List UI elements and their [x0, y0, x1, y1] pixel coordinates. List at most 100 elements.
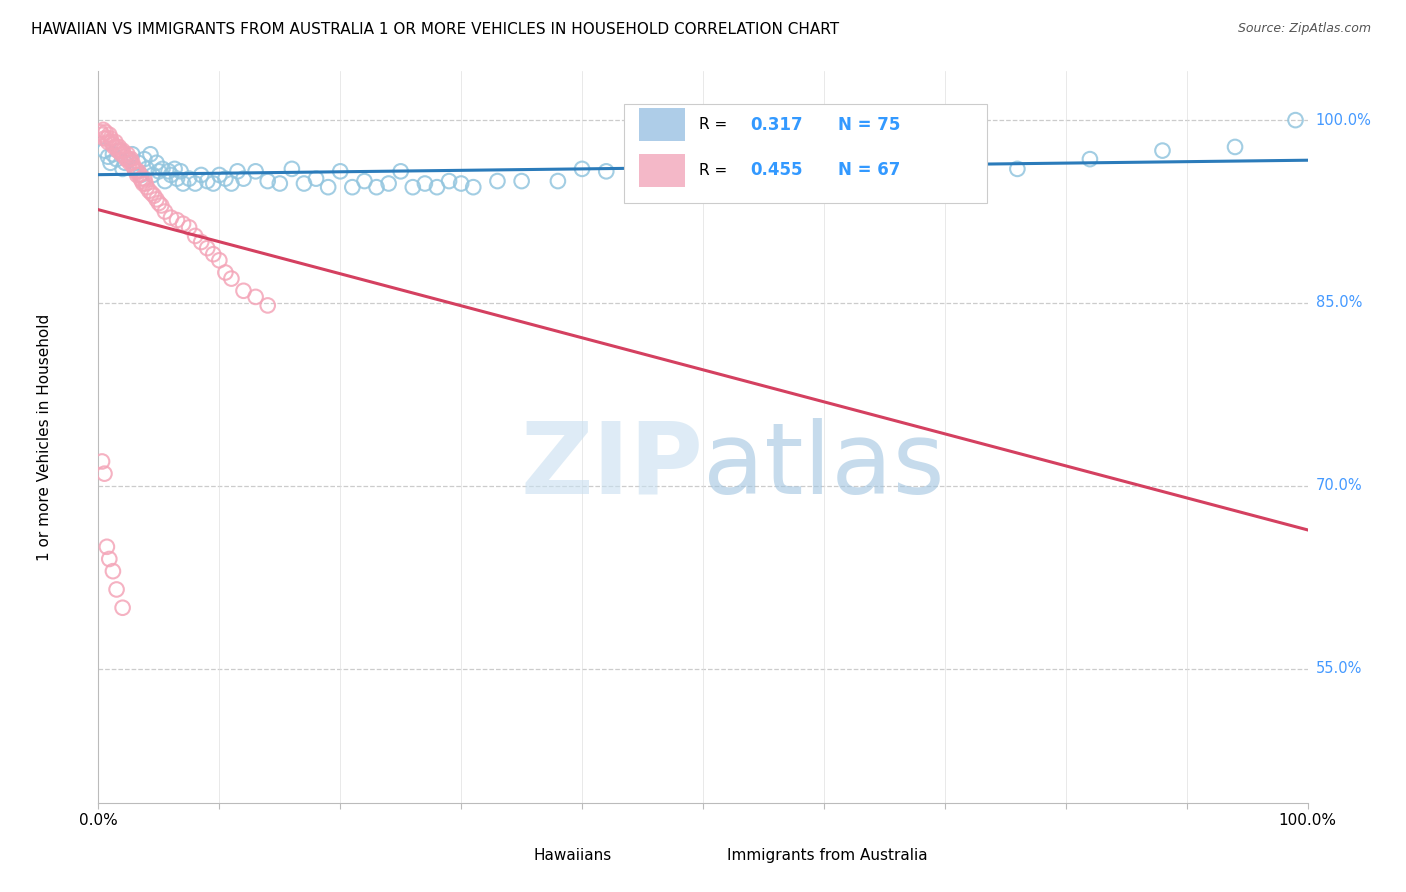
Point [281, 161, 304, 176]
Point [202, 247, 225, 261]
Point [1152, 144, 1174, 158]
Point [98, 552, 121, 566]
Point [353, 174, 375, 188]
Text: Immigrants from Australia: Immigrants from Australia [727, 848, 928, 863]
Bar [638, 153, 685, 186]
Point [595, 164, 617, 178]
Text: R =: R = [699, 162, 733, 178]
Point [118, 155, 141, 169]
Point [221, 177, 243, 191]
Point [195, 241, 218, 255]
Point [305, 171, 328, 186]
Point [402, 180, 425, 194]
Point [860, 161, 883, 176]
Point [245, 290, 267, 304]
Point [104, 135, 127, 149]
Point [463, 180, 485, 194]
Point [377, 177, 399, 191]
Text: 0.317: 0.317 [751, 116, 803, 134]
Point [232, 284, 254, 298]
Point [135, 161, 157, 176]
Point [143, 188, 166, 202]
Point [127, 155, 149, 169]
Point [129, 168, 152, 182]
Point [1007, 161, 1029, 176]
Point [148, 164, 170, 178]
Point [426, 180, 449, 194]
Text: Source: ZipAtlas.com: Source: ZipAtlas.com [1237, 22, 1371, 36]
Point [208, 168, 231, 182]
Point [111, 161, 134, 176]
Point [141, 186, 163, 201]
Text: 55.0%: 55.0% [1316, 661, 1362, 676]
Point [105, 152, 128, 166]
Point [166, 171, 188, 186]
Point [1078, 152, 1101, 166]
Point [910, 152, 932, 166]
Point [127, 168, 149, 182]
Point [316, 180, 339, 194]
Bar [479, 841, 522, 870]
Point [111, 144, 134, 158]
Point [100, 131, 122, 145]
Point [221, 271, 243, 285]
Point [129, 171, 152, 186]
Text: ZIP: ZIP [520, 417, 703, 515]
Point [108, 144, 131, 158]
Text: Hawaiians: Hawaiians [534, 848, 612, 863]
Point [510, 174, 533, 188]
Point [153, 204, 176, 219]
Point [139, 147, 162, 161]
Point [450, 177, 472, 191]
Point [214, 171, 236, 186]
Point [160, 168, 183, 182]
Point [389, 164, 412, 178]
Point [110, 147, 132, 161]
Point [292, 177, 315, 191]
Point [111, 600, 134, 615]
Point [145, 155, 167, 169]
Point [631, 168, 654, 182]
Point [97, 135, 120, 149]
Point [245, 164, 267, 178]
Point [145, 192, 167, 206]
Point [256, 174, 278, 188]
Point [132, 177, 155, 191]
Point [184, 228, 207, 243]
Point [957, 155, 980, 169]
Point [97, 150, 120, 164]
Point [366, 180, 388, 194]
Point [124, 161, 146, 176]
Point [115, 152, 138, 166]
Point [114, 150, 136, 164]
Point [150, 198, 173, 212]
Point [90, 125, 112, 139]
Text: 1 or more Vehicles in Household: 1 or more Vehicles in Household [37, 313, 52, 561]
Text: HAWAIIAN VS IMMIGRANTS FROM AUSTRALIA 1 OR MORE VEHICLES IN HOUSEHOLD CORRELATIO: HAWAIIAN VS IMMIGRANTS FROM AUSTRALIA 1 … [31, 22, 839, 37]
Point [547, 174, 569, 188]
Point [108, 140, 131, 154]
Point [813, 161, 835, 176]
Point [131, 174, 153, 188]
Point [728, 164, 751, 178]
Point [152, 161, 174, 176]
Text: atlas: atlas [703, 417, 945, 515]
Point [148, 196, 170, 211]
Point [163, 161, 186, 176]
Point [269, 177, 291, 191]
Point [160, 211, 183, 225]
Point [118, 152, 141, 166]
Point [153, 174, 176, 188]
Point [138, 184, 160, 198]
Point [108, 144, 131, 158]
Point [94, 125, 117, 139]
FancyBboxPatch shape [624, 104, 987, 203]
Point [413, 177, 436, 191]
Point [692, 161, 714, 176]
Point [142, 168, 165, 182]
Point [776, 155, 799, 169]
Point [169, 164, 191, 178]
Text: N = 75: N = 75 [838, 116, 901, 134]
Point [226, 164, 249, 178]
Point [127, 164, 149, 178]
